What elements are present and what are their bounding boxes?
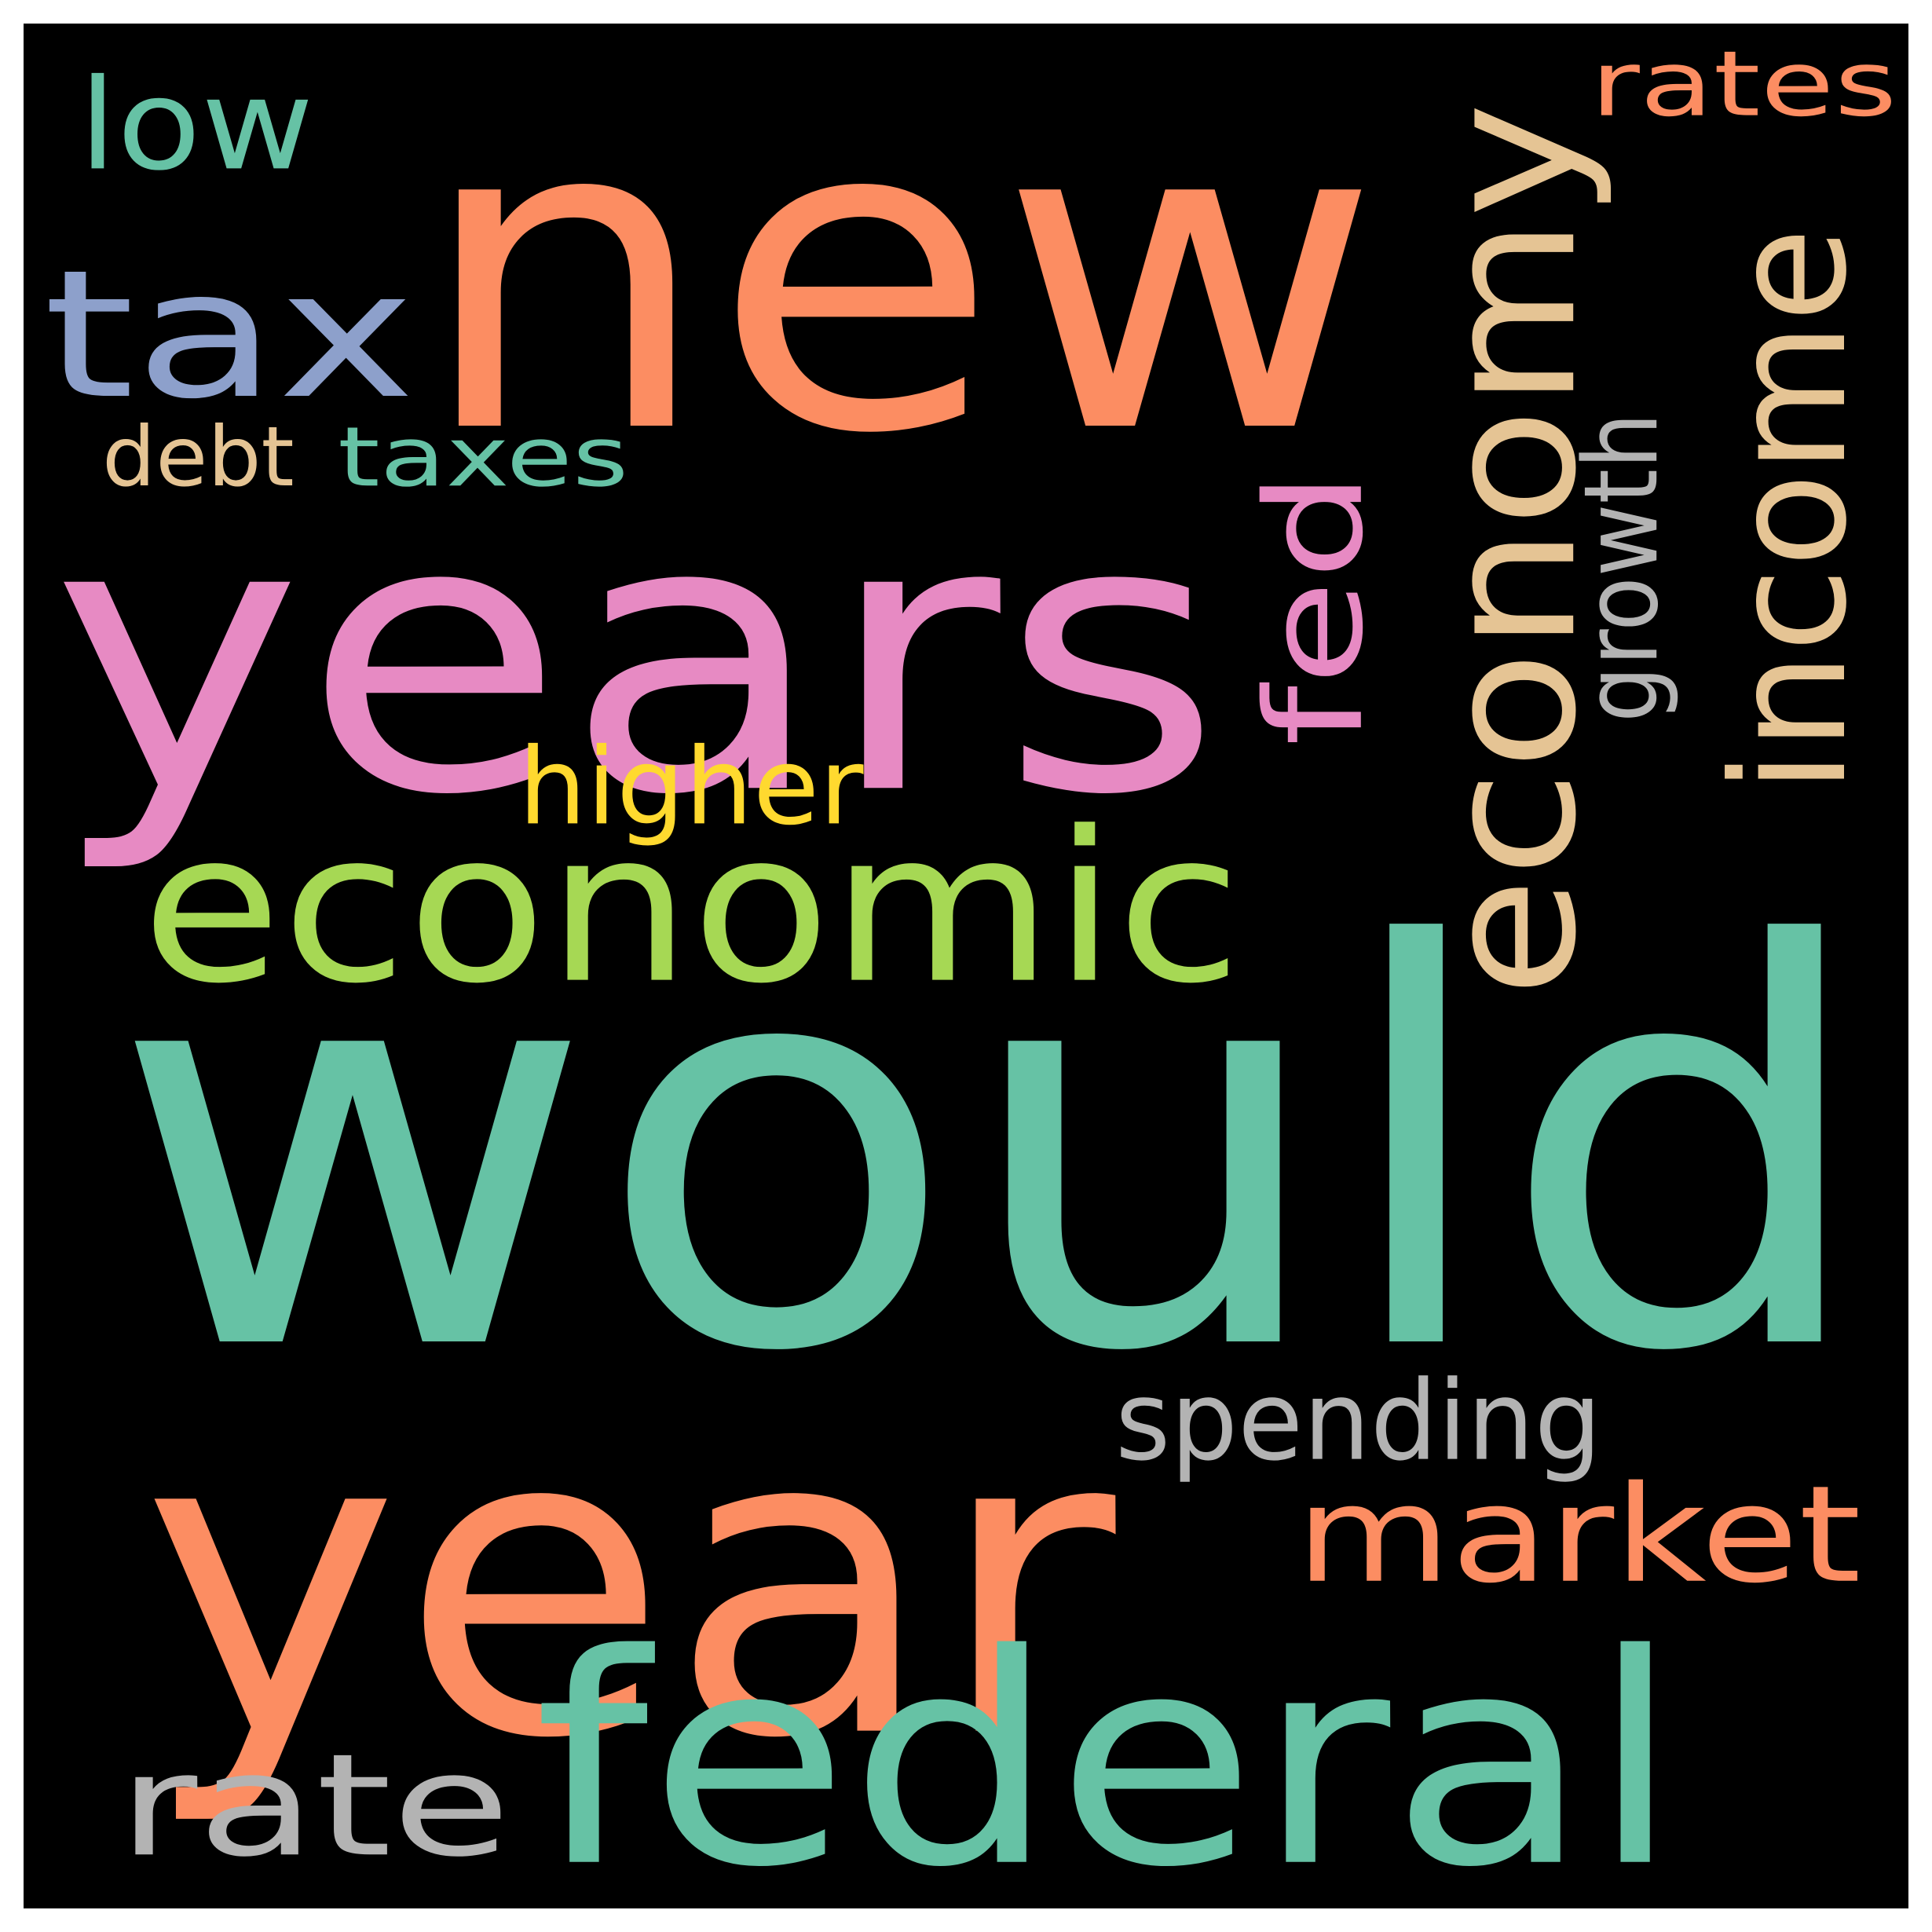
word-new: new <box>416 24 1381 529</box>
word-would: would <box>110 830 1875 1473</box>
word-economic: economic <box>141 786 1242 1030</box>
word-year: year <box>141 1336 1116 1833</box>
word-federal: federal <box>534 1591 1681 1908</box>
word-years: years <box>51 437 1223 879</box>
word-higher: higher <box>518 724 864 849</box>
word-debt: debt <box>102 408 295 506</box>
word-cloud: would new years year federal economic ec… <box>24 24 1908 1908</box>
word-market: market <box>1296 1456 1861 1613</box>
word-fed: fed <box>1236 470 1393 746</box>
word-income: income <box>1698 227 1882 794</box>
word-rates: rates <box>1590 31 1897 137</box>
word-taxes: taxes <box>338 408 629 506</box>
word-tax: tax <box>43 231 416 438</box>
word-rate: rate <box>118 1722 511 1889</box>
word-low: low <box>79 51 314 199</box>
word-spending: spending <box>1115 1356 1602 1486</box>
word-growth: growth <box>1561 412 1681 723</box>
